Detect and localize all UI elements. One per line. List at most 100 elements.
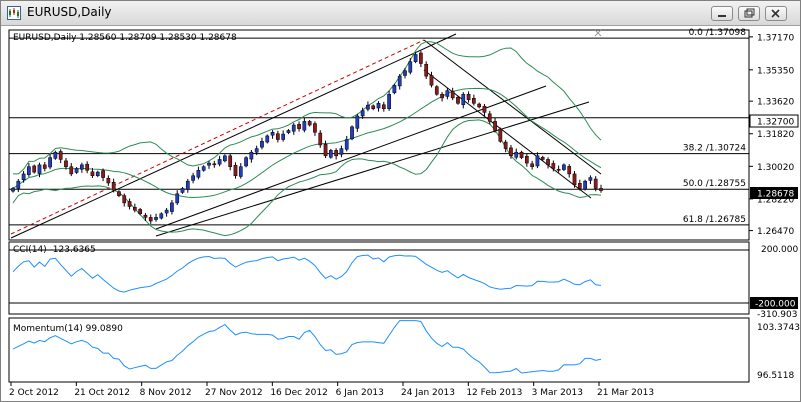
candle [567, 164, 572, 178]
candle [535, 152, 540, 169]
price-tick-label: 1.37170 [757, 33, 794, 43]
close-icon [771, 9, 780, 18]
candle [360, 107, 365, 119]
candle [318, 130, 323, 148]
candle [323, 140, 328, 158]
candle [366, 101, 370, 112]
candle [196, 166, 201, 180]
candle [381, 101, 386, 112]
time-tick-label: 6 Jan 2013 [336, 388, 384, 398]
candle [122, 193, 127, 207]
candle [355, 113, 360, 132]
channel-line[interactable] [10, 39, 425, 235]
candle [514, 148, 519, 160]
candle [556, 165, 561, 173]
candle [254, 145, 259, 156]
candle [127, 198, 132, 210]
time-tick-label: 27 Nov 2012 [205, 388, 263, 398]
time-tick-label: 21 Oct 2012 [74, 388, 130, 398]
candle [37, 162, 42, 178]
candle [424, 61, 429, 80]
svg-text:1.32700: 1.32700 [757, 118, 794, 128]
candle [191, 172, 195, 184]
price-tick-label: 1.26470 [757, 227, 794, 237]
candle [48, 154, 52, 170]
candle [540, 155, 545, 161]
time-tick-label: 12 Feb 2013 [466, 388, 522, 398]
momentum-min: 96.5118 [757, 371, 794, 381]
candle [201, 165, 206, 172]
highlight-price-box: 1.32700 [749, 114, 799, 128]
fib-level-label: 61.8 /1.26785 [683, 215, 746, 225]
candle [551, 160, 556, 172]
channel-line[interactable] [155, 85, 547, 230]
restore-button[interactable] [738, 6, 760, 21]
candle [503, 139, 508, 153]
price-tick-label: 1.28220 [757, 195, 794, 205]
chart-area[interactable]: EURUSD,Daily 1.28560 1.28709 1.28530 1.2… [1, 26, 800, 401]
candle [493, 117, 497, 133]
candle [339, 145, 344, 158]
minimize-button[interactable] [711, 6, 733, 21]
candle [524, 154, 529, 167]
time-tick-label: 21 Mar 2013 [597, 388, 654, 398]
channel-line[interactable] [155, 101, 590, 237]
candle [249, 150, 254, 163]
candle [387, 90, 391, 111]
candle [90, 168, 95, 178]
chart-icon [7, 6, 21, 20]
time-tick-label: 8 Nov 2012 [140, 388, 192, 398]
time-tick-label: 16 Dec 2012 [270, 388, 328, 398]
price-panel[interactable] [8, 29, 750, 241]
channel-line[interactable] [10, 33, 457, 239]
time-tick-label: 24 Jan 2013 [401, 388, 455, 398]
candle [85, 161, 90, 174]
candle [408, 58, 413, 75]
cci-line [12, 254, 602, 293]
candle [217, 155, 222, 167]
title-bar[interactable]: EURUSD,Daily [1, 1, 800, 26]
candle [429, 71, 434, 88]
candle [154, 213, 158, 222]
candle [223, 154, 227, 163]
candle [291, 122, 296, 135]
candle [546, 157, 550, 169]
candle [148, 214, 153, 224]
momentum-label: Momentum(14) 99.0890 [13, 324, 123, 334]
candle [276, 130, 280, 143]
cci-label: CCI(14) -123.6365 [13, 245, 96, 255]
momentum-panel[interactable] [8, 317, 750, 383]
candle [180, 186, 185, 194]
candle [74, 167, 79, 174]
candle [164, 207, 169, 217]
fib-level-label: 50.0 /1.28755 [683, 179, 746, 189]
candle [498, 127, 503, 143]
candle [477, 102, 482, 109]
cci-panel[interactable] [8, 241, 750, 315]
channel-line[interactable] [423, 39, 602, 175]
fib-level-label: 0.0 /1.37098 [689, 28, 747, 38]
candle [80, 162, 84, 173]
minimize-icon [718, 15, 726, 17]
cci-level-high: 200.000 [761, 245, 798, 255]
candle [244, 156, 248, 168]
close-panel-icon[interactable] [594, 29, 602, 37]
candle [64, 157, 68, 170]
candle [593, 176, 598, 192]
candle [101, 168, 105, 182]
fib-level-label: 38.2 /1.30724 [683, 144, 746, 154]
candle [53, 150, 58, 160]
candle [440, 92, 444, 102]
candle [403, 67, 407, 79]
price-tick-label: 1.31820 [757, 130, 794, 140]
candle [238, 163, 243, 179]
candle [519, 150, 524, 160]
price-tick-label: 1.33620 [757, 98, 794, 108]
candle [21, 171, 26, 183]
candle [413, 52, 418, 64]
price-tick-label: 1.30020 [757, 163, 794, 173]
bollinger-upper [13, 41, 602, 175]
candle [530, 160, 534, 170]
close-button[interactable] [765, 6, 787, 21]
candle [212, 160, 217, 168]
